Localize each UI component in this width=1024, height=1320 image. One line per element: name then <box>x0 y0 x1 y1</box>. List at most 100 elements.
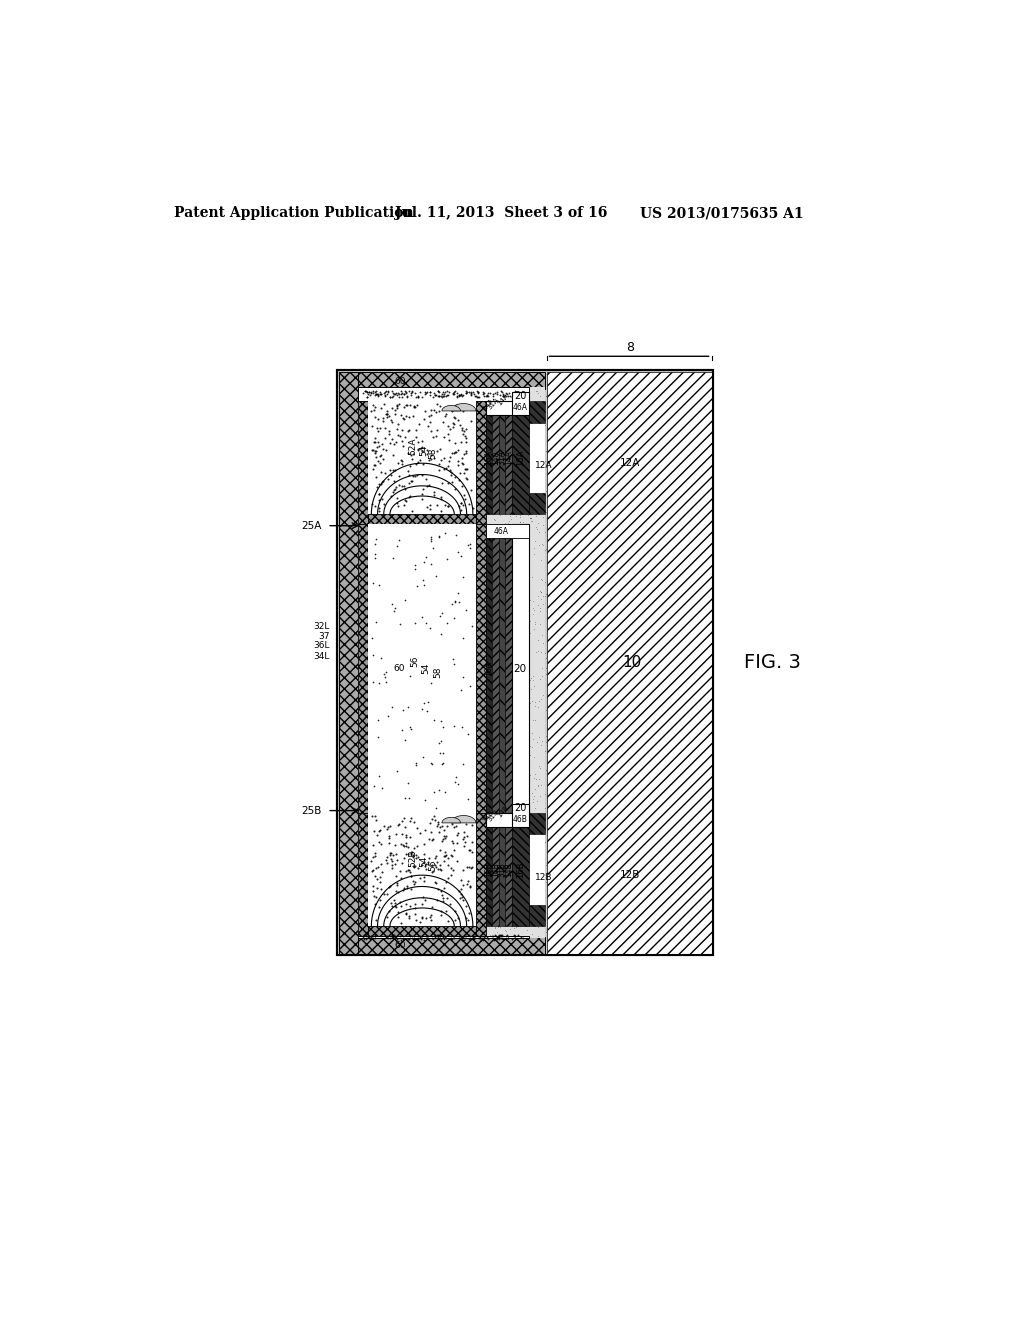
Point <box>697 830 714 851</box>
Point <box>407 857 423 878</box>
Point <box>554 746 570 767</box>
Point <box>438 673 455 694</box>
Point <box>381 825 397 846</box>
Point <box>569 401 586 422</box>
Point <box>553 886 569 907</box>
Point <box>496 865 512 886</box>
Point <box>512 904 528 925</box>
Point <box>579 407 595 428</box>
Point <box>416 528 432 549</box>
Point <box>431 816 447 837</box>
Point <box>459 554 475 576</box>
Point <box>657 378 674 399</box>
Point <box>515 467 531 488</box>
Point <box>469 682 485 704</box>
Point <box>583 392 599 413</box>
Point <box>397 649 414 671</box>
Point <box>521 735 538 756</box>
Point <box>538 807 554 828</box>
Point <box>521 447 538 469</box>
Point <box>430 441 446 462</box>
Point <box>594 883 610 904</box>
Point <box>403 755 420 776</box>
Point <box>378 867 394 888</box>
Point <box>391 483 408 504</box>
Point <box>439 590 456 611</box>
Point <box>400 554 417 576</box>
Point <box>588 539 604 560</box>
Point <box>407 894 423 915</box>
Point <box>417 413 433 434</box>
Point <box>507 861 523 882</box>
Point <box>483 768 500 789</box>
Point <box>502 878 518 899</box>
Point <box>697 441 714 462</box>
Point <box>637 453 653 474</box>
Point <box>526 709 543 730</box>
Point <box>567 537 584 558</box>
Point <box>434 651 451 672</box>
Point <box>375 471 391 492</box>
Point <box>366 590 382 611</box>
Point <box>691 754 708 775</box>
Point <box>447 616 464 638</box>
Bar <box>358 401 369 524</box>
Point <box>602 483 618 504</box>
Point <box>425 828 441 849</box>
Point <box>407 554 423 576</box>
Point <box>544 622 560 643</box>
Point <box>484 801 501 822</box>
Point <box>642 504 658 525</box>
Point <box>647 873 664 894</box>
Point <box>347 520 364 541</box>
Point <box>345 519 361 540</box>
Point <box>488 465 505 486</box>
Point <box>371 474 387 495</box>
Point <box>458 742 474 763</box>
Point <box>628 673 644 694</box>
Point <box>417 743 433 764</box>
Point <box>579 850 595 871</box>
Point <box>482 925 499 946</box>
Point <box>462 816 478 837</box>
Point <box>512 817 528 838</box>
Point <box>353 706 370 727</box>
Point <box>433 425 450 446</box>
Point <box>399 776 416 797</box>
Point <box>645 395 662 416</box>
Point <box>629 936 645 957</box>
Point <box>511 644 527 665</box>
Point <box>660 722 677 743</box>
Point <box>636 598 652 619</box>
Point <box>652 900 669 921</box>
Point <box>339 399 355 420</box>
Point <box>415 797 431 818</box>
Point <box>636 698 652 719</box>
Point <box>400 783 417 804</box>
Point <box>456 755 472 776</box>
Point <box>408 869 424 890</box>
Point <box>586 933 602 954</box>
Point <box>564 850 581 871</box>
Point <box>556 470 572 491</box>
Point <box>560 907 577 928</box>
Point <box>425 928 441 949</box>
Point <box>480 701 497 722</box>
Point <box>399 566 416 587</box>
Point <box>431 742 447 763</box>
Point <box>479 385 496 407</box>
Point <box>530 768 547 789</box>
Point <box>365 689 381 710</box>
Point <box>431 385 447 407</box>
Point <box>442 626 459 647</box>
Point <box>358 387 375 408</box>
Point <box>505 715 521 737</box>
Point <box>388 843 404 865</box>
Point <box>523 511 540 532</box>
Point <box>677 521 693 543</box>
Point <box>702 602 719 623</box>
Point <box>480 664 497 685</box>
Point <box>397 865 414 886</box>
Point <box>586 763 602 784</box>
Point <box>382 569 398 590</box>
